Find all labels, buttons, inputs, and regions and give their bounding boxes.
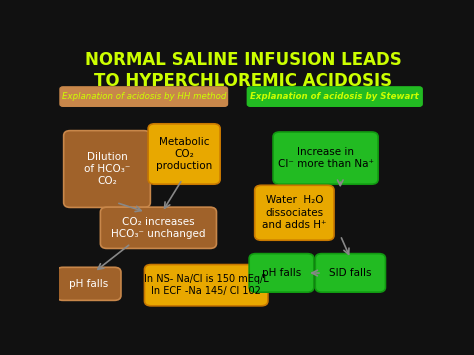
FancyBboxPatch shape [64,131,150,207]
Text: SID falls: SID falls [329,268,372,278]
Text: Explanation of acidosis by Stewart: Explanation of acidosis by Stewart [250,92,419,101]
Text: In NS- Na/Cl is 150 mEq/L
In ECF -Na 145/ Cl 102: In NS- Na/Cl is 150 mEq/L In ECF -Na 145… [144,274,269,296]
FancyBboxPatch shape [273,132,378,184]
FancyBboxPatch shape [249,253,314,292]
Text: Dilution
of HCO₃⁻
CO₂: Dilution of HCO₃⁻ CO₂ [84,152,130,186]
FancyBboxPatch shape [315,253,385,292]
Text: Water  H₂O
dissociates
and adds H⁺: Water H₂O dissociates and adds H⁺ [262,195,327,230]
Text: NORMAL SALINE INFUSION LEADS: NORMAL SALINE INFUSION LEADS [84,51,401,69]
Text: TO HYPERCHLOREMIC ACIDOSIS: TO HYPERCHLOREMIC ACIDOSIS [94,72,392,90]
Text: Increase in
Cl⁻ more than Na⁺: Increase in Cl⁻ more than Na⁺ [278,147,374,169]
Text: Explanation of acidosis by HH method: Explanation of acidosis by HH method [62,92,226,101]
Text: Metabolic
CO₂
production: Metabolic CO₂ production [156,137,212,171]
FancyBboxPatch shape [148,124,220,184]
FancyBboxPatch shape [247,87,422,106]
FancyBboxPatch shape [56,267,121,300]
Text: pH falls: pH falls [262,268,301,278]
FancyBboxPatch shape [60,87,228,106]
FancyBboxPatch shape [255,185,334,240]
FancyBboxPatch shape [145,264,268,306]
FancyBboxPatch shape [100,207,217,248]
Text: CO₂ increases
HCO₃⁻ unchanged: CO₂ increases HCO₃⁻ unchanged [111,217,206,239]
Text: pH falls: pH falls [69,279,108,289]
